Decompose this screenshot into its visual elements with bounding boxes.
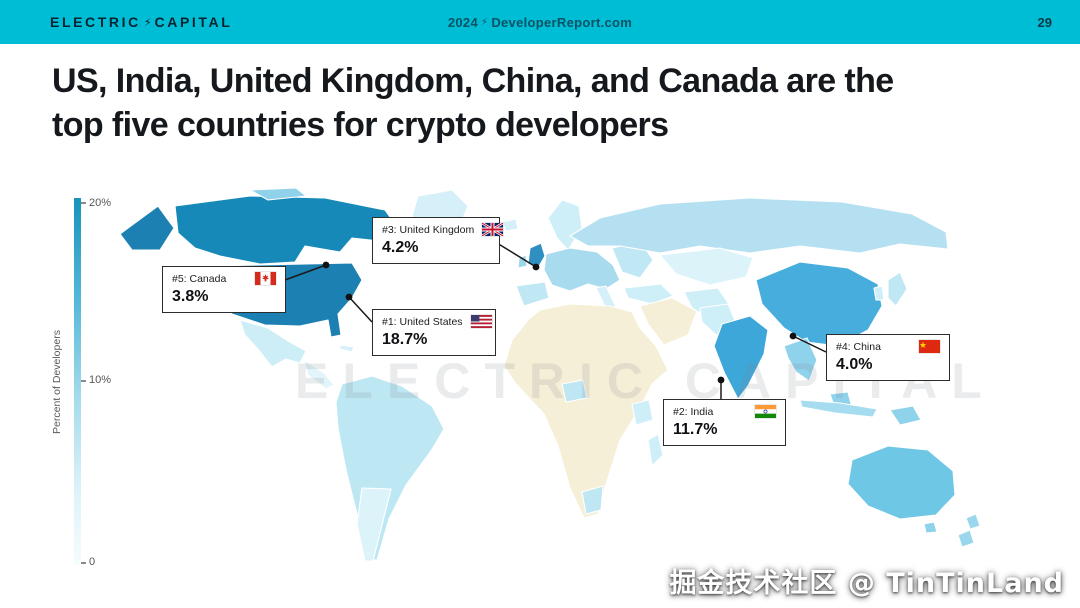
- india-flag-icon: [755, 405, 776, 418]
- country-argentina: [356, 487, 392, 562]
- scale-tick-10: 10%: [89, 374, 112, 386]
- country-united-kingdom: [527, 242, 546, 269]
- region-africa: [503, 303, 669, 519]
- canada-flag-icon: [255, 272, 276, 285]
- china-flag-icon: [919, 340, 940, 353]
- country-india: [713, 315, 769, 400]
- logo-text-right: CAPITAL: [154, 14, 233, 30]
- page-title: US, India, United Kingdom, China, and Ca…: [52, 60, 894, 147]
- scale-tick-mark-0: [81, 562, 86, 564]
- scale-tick-mark-20: [81, 202, 86, 204]
- scale-tick-20: 20%: [89, 197, 112, 209]
- report-url: 2024 ⚡ DeveloperReport.com: [448, 15, 632, 30]
- country-japan: [887, 271, 908, 307]
- island-tasmania: [923, 521, 938, 534]
- country-iceland: [501, 218, 519, 232]
- country-papua-new-guinea: [889, 405, 922, 426]
- callout-label: #2: India: [673, 405, 714, 418]
- world-map: [100, 187, 1020, 573]
- region-western-europe: [543, 247, 621, 292]
- callout-value: 4.0%: [836, 356, 873, 373]
- country-nigeria: [561, 379, 588, 403]
- callout-label: #5: Canada: [172, 272, 227, 285]
- electric-capital-logo: ELECTRIC ⚡ CAPITAL: [50, 14, 232, 30]
- callout-china: #4: China 4.0%: [826, 334, 950, 381]
- logo-text-left: ELECTRIC: [50, 14, 141, 30]
- region-central-america: [303, 359, 335, 390]
- callout-value: 3.8%: [172, 288, 209, 305]
- tintinland-watermark: 掘金技术社区 @ TinTinLand: [669, 568, 1064, 599]
- country-indonesia: [799, 399, 878, 418]
- region-central-asia: [659, 247, 754, 286]
- callout-india: #2: India 11.7%: [663, 399, 786, 446]
- country-china: [755, 261, 883, 347]
- callout-value: 4.2%: [382, 239, 419, 256]
- country-russia: [569, 197, 949, 254]
- callout-value: 11.7%: [673, 421, 718, 438]
- united-kingdom-flag-icon: [482, 223, 504, 236]
- report-site: DeveloperReport.com: [491, 14, 633, 30]
- callout-label: #4: China: [836, 340, 881, 353]
- callout-value: 18.7%: [382, 331, 428, 348]
- country-mexico: [239, 319, 307, 368]
- world-map-svg: [119, 187, 981, 562]
- united-states-flag-icon: [470, 315, 492, 328]
- country-spain: [515, 281, 550, 307]
- country-south-korea: [873, 285, 885, 301]
- page-title-line2: top five countries for crypto developers: [52, 105, 669, 144]
- top-bar: ELECTRIC ⚡ CAPITAL 2024 ⚡ DeveloperRepor…: [0, 0, 1080, 44]
- report-year: 2024: [447, 14, 478, 30]
- scale-tick-mark-10: [81, 380, 86, 382]
- callout-label: #1: United States: [382, 315, 463, 328]
- callout-canada: #5: Canada 3.8%: [162, 266, 286, 313]
- region-south-america: [335, 375, 445, 561]
- page-title-line1: US, India, United Kingdom, China, and Ca…: [52, 62, 894, 100]
- canada-arctic-islands: [249, 187, 307, 201]
- page-number: 29: [1037, 14, 1052, 30]
- callout-united-kingdom: #3: United Kingdom 4.2%: [372, 217, 504, 264]
- country-south-africa: [581, 485, 604, 515]
- region-caribbean: [339, 344, 355, 353]
- scale-axis-label: Percent of Developers: [51, 330, 63, 434]
- region-alaska: [119, 205, 175, 251]
- region-southeast-asia: [783, 337, 818, 382]
- scale-tick-0: 0: [89, 556, 96, 568]
- country-australia: [847, 445, 956, 520]
- country-ireland: [517, 254, 528, 269]
- lightning-bolt-icon: ⚡: [143, 16, 152, 29]
- callout-united-states: #1: United States 18.7%: [372, 309, 496, 356]
- region-east-africa: [631, 399, 654, 426]
- callout-label: #3: United Kingdom: [382, 223, 475, 236]
- lightning-bolt-icon: ⚡: [481, 16, 489, 28]
- country-canada: [174, 195, 399, 265]
- region-scandinavia: [547, 199, 583, 251]
- region-middle-east: [639, 297, 698, 346]
- country-madagascar: [647, 433, 664, 467]
- country-new-zealand: [957, 513, 981, 548]
- color-scale-bar: [74, 198, 81, 565]
